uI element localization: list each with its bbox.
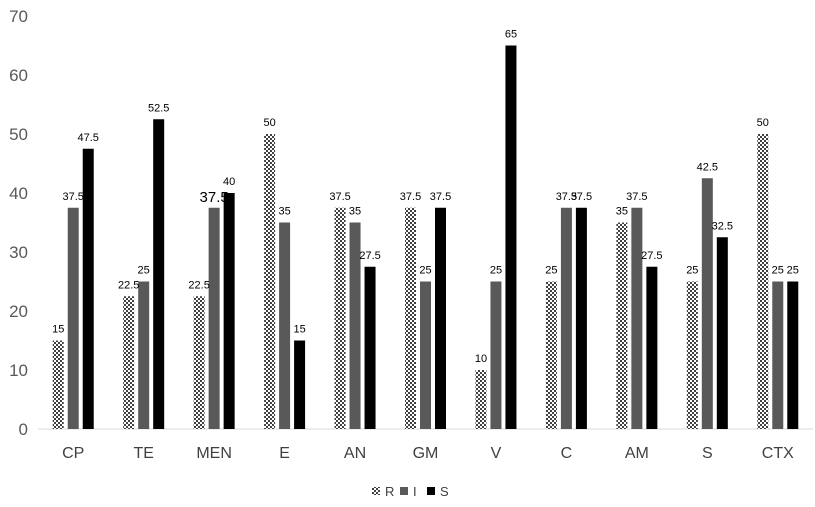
x-category-label: C [561, 445, 573, 462]
data-label: 15 [293, 324, 305, 336]
bar-r-s [686, 281, 698, 429]
legend-swatch-s [427, 487, 435, 495]
bar-s-men [223, 193, 235, 429]
x-category-label: CTX [762, 445, 794, 462]
data-label: 32.5 [712, 220, 733, 232]
data-label: 47.5 [78, 132, 99, 144]
bar-s-am [646, 266, 658, 429]
bar-i-am [631, 207, 643, 429]
data-label: 65 [505, 29, 517, 41]
data-label: 37.5 [63, 191, 84, 203]
bar-s-an [364, 266, 376, 429]
bar-s-ctx [787, 281, 799, 429]
bar-r-e [264, 134, 276, 429]
legend-label-s: S [440, 484, 449, 499]
data-label: 35 [616, 206, 628, 218]
data-label: 25 [787, 265, 799, 277]
y-tick-label: 70 [9, 7, 28, 26]
x-category-label: MEN [196, 445, 232, 462]
data-label: 25 [686, 265, 698, 277]
y-tick-label: 30 [9, 243, 28, 262]
data-label: 25 [419, 265, 431, 277]
y-tick-label: 50 [9, 125, 28, 144]
data-label: 37.5 [626, 191, 647, 203]
x-category-label: AN [344, 445, 366, 462]
legend-label-i: I [413, 484, 417, 499]
bar-s-cp [82, 148, 94, 429]
legend-swatch-i [400, 487, 408, 495]
data-label: 37.5 [329, 191, 350, 203]
y-tick-label: 40 [9, 184, 28, 203]
legend-label-r: R [385, 484, 394, 499]
y-tick-label: 0 [19, 420, 28, 439]
data-label: 52.5 [148, 102, 169, 114]
bar-s-c [575, 207, 587, 429]
data-label: 37.5 [200, 189, 229, 206]
bar-s-s [716, 237, 728, 429]
data-label: 35 [278, 206, 290, 218]
x-category-label: V [491, 445, 502, 462]
bar-i-e [279, 222, 291, 429]
bar-i-c [560, 207, 572, 429]
data-label: 37.5 [430, 191, 451, 203]
data-label: 15 [52, 324, 64, 336]
y-tick-label: 60 [9, 66, 28, 85]
bar-s-v [505, 45, 517, 429]
bar-r-c [545, 281, 557, 429]
data-label: 37.5 [400, 191, 421, 203]
x-category-label: GM [413, 445, 439, 462]
data-label: 25 [545, 265, 557, 277]
legend-swatch-r [372, 487, 380, 495]
x-category-label: E [279, 445, 290, 462]
x-category-label: TE [133, 445, 153, 462]
bar-r-an [334, 207, 346, 429]
x-category-label: S [702, 445, 713, 462]
bar-r-v [475, 370, 487, 429]
data-label: 25 [772, 265, 784, 277]
x-axis-categories: CP TE MEN E AN GM V C AM S CTX [62, 445, 794, 462]
bar-i-cp [67, 207, 79, 429]
y-tick-label: 10 [9, 361, 28, 380]
data-label: 25 [490, 265, 502, 277]
data-label: 50 [757, 117, 769, 129]
bar-i-ctx [772, 281, 784, 429]
data-label: 10 [475, 353, 487, 365]
bar-i-men [208, 207, 220, 429]
bar-s-te [153, 119, 165, 429]
data-label: 37.5 [571, 191, 592, 203]
data-label: 37.5 [556, 191, 577, 203]
bar-r-am [616, 222, 628, 429]
bar-r-gm [405, 207, 416, 429]
data-label: 22.5 [188, 279, 209, 291]
bar-r-ctx [757, 134, 769, 429]
bar-i-te [138, 281, 150, 429]
data-label: 22.5 [118, 279, 139, 291]
data-labels: 1537.547.522.52552.522.537.54050351537.5… [52, 29, 799, 366]
y-axis-ticks: 0 10 20 30 40 50 60 70 [9, 7, 28, 439]
bar-r-te [123, 296, 135, 429]
data-label: 25 [138, 265, 150, 277]
data-label: 50 [263, 117, 275, 129]
data-label: 42.5 [697, 161, 718, 173]
bar-r-men [193, 296, 205, 429]
bars [52, 45, 799, 429]
x-category-label: AM [625, 445, 649, 462]
bar-i-gm [420, 281, 431, 429]
bar-i-v [490, 281, 502, 429]
bar-i-s [701, 178, 713, 429]
y-tick-label: 20 [9, 302, 28, 321]
bar-i-an [349, 222, 361, 429]
data-label: 27.5 [641, 250, 662, 262]
data-label: 27.5 [359, 250, 380, 262]
bar-s-e [294, 340, 306, 429]
bar-s-gm [435, 207, 446, 429]
data-label: 40 [223, 176, 235, 188]
x-category-label: CP [62, 445, 84, 462]
bar-r-cp [52, 340, 64, 429]
data-label: 35 [349, 206, 361, 218]
